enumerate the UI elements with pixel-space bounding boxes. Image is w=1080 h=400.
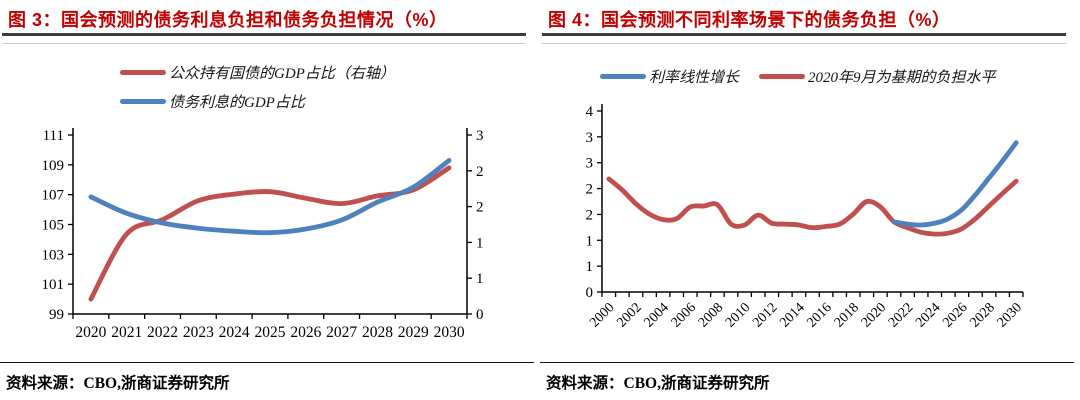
- figure-3-panel: 图 3：国会预测的债务利息负担和债务负担情况（%） 公众持有国债的GDP占比（右…: [0, 10, 534, 392]
- figure-3-legend: 公众持有国债的GDP占比（右轴） 债务利息的GDP占比: [120, 62, 395, 120]
- svg-text:2021: 2021: [111, 324, 142, 341]
- legend-item: 利率线性增长: [600, 66, 739, 87]
- figure-4-legend: 利率线性增长 2020年9月为基期的负担水平: [600, 66, 996, 95]
- svg-text:2030: 2030: [995, 300, 1025, 330]
- svg-text:2023: 2023: [183, 324, 214, 341]
- svg-text:2028: 2028: [362, 324, 393, 341]
- svg-text:2002: 2002: [614, 300, 644, 330]
- svg-text:2022: 2022: [886, 300, 916, 330]
- legend-label: 债务利息的GDP占比: [169, 95, 305, 111]
- svg-text:2025: 2025: [255, 324, 286, 341]
- series-line-1: [88, 158, 452, 236]
- svg-text:2026: 2026: [290, 324, 321, 341]
- source-attribution: 资料来源：CBO,浙商证券研究所: [6, 375, 230, 392]
- svg-text:2012: 2012: [750, 300, 780, 330]
- tick-marks: [68, 134, 472, 319]
- legend-line-swatch-red: [120, 70, 166, 75]
- svg-text:2006: 2006: [669, 300, 699, 330]
- svg-text:111: 111: [43, 128, 64, 144]
- svg-text:2030: 2030: [434, 324, 465, 341]
- legend-item: 2020年9月为基期的负担水平: [759, 66, 996, 87]
- svg-text:3: 3: [586, 156, 594, 172]
- svg-text:2016: 2016: [805, 300, 835, 330]
- legend-line-swatch-blue: [600, 74, 646, 79]
- svg-text:2020: 2020: [75, 324, 106, 341]
- svg-text:2008: 2008: [696, 300, 726, 330]
- svg-text:2018: 2018: [832, 300, 862, 330]
- axes: [601, 104, 1023, 293]
- svg-text:0: 0: [586, 285, 594, 301]
- x-axis-labels: 2000200220042006200820102012201420162018…: [587, 300, 1025, 330]
- series-line-0: [88, 165, 452, 302]
- svg-text:2000: 2000: [587, 300, 617, 330]
- legend-label: 利率线性增长: [649, 70, 740, 86]
- svg-text:2029: 2029: [398, 324, 429, 341]
- svg-text:2024: 2024: [913, 300, 943, 330]
- series-line-1: [891, 140, 1019, 228]
- svg-text:99: 99: [49, 307, 64, 323]
- svg-text:3: 3: [476, 128, 484, 144]
- svg-text:4: 4: [586, 104, 594, 120]
- svg-text:3: 3: [586, 130, 594, 146]
- svg-text:2: 2: [586, 207, 594, 223]
- svg-text:2024: 2024: [219, 324, 250, 341]
- legend-line-swatch-blue: [120, 99, 166, 104]
- x-axis-labels: 2020 2021 2022 2023 2024 2025 2026 2027 2028 2029…: [75, 324, 464, 341]
- legend-line-swatch-red: [759, 74, 806, 79]
- title-underline: [2, 33, 526, 36]
- svg-text:2: 2: [476, 200, 484, 216]
- axis-labels: 111 109 107 105 103 101 99 3 2 2 1 1 0: [42, 128, 484, 323]
- svg-text:1: 1: [586, 259, 594, 275]
- legend-label: 公众持有国债的GDP占比（右轴）: [169, 66, 395, 82]
- tick-marks: [597, 110, 1024, 297]
- figure-4-panel: 图 4：国会预测不同利率场景下的债务负担（%） 利率线性增长 2020年9月为基…: [540, 0, 1080, 400]
- svg-text:107: 107: [42, 188, 65, 204]
- svg-text:2004: 2004: [642, 300, 672, 330]
- source-attribution: 资料来源：CBO,浙商证券研究所: [546, 375, 770, 392]
- legend-item: 公众持有国债的GDP占比（右轴）: [120, 62, 395, 83]
- svg-text:103: 103: [42, 247, 65, 263]
- source-divider: [0, 362, 534, 363]
- svg-text:1: 1: [476, 271, 484, 287]
- svg-text:2022: 2022: [147, 324, 178, 341]
- figure-4-chart: 4 3 3 2 2 1 1 020002002200420062008201020122014…: [586, 104, 1025, 331]
- figure-4-title: 图 4：国会预测不同利率场景下的债务负担（%）: [548, 10, 951, 30]
- title-underline-light: [542, 43, 1066, 44]
- source-divider: [540, 362, 1074, 363]
- svg-text:1: 1: [586, 233, 594, 249]
- svg-text:2014: 2014: [777, 300, 807, 330]
- svg-text:2028: 2028: [967, 300, 997, 330]
- svg-text:2027: 2027: [326, 324, 357, 341]
- axes: [72, 128, 468, 315]
- svg-text:0: 0: [476, 307, 484, 323]
- series-line-0: [606, 176, 1019, 237]
- svg-text:2026: 2026: [940, 300, 970, 330]
- svg-text:2010: 2010: [723, 300, 753, 330]
- svg-text:2: 2: [476, 164, 484, 180]
- title-underline-light: [2, 43, 526, 44]
- svg-text:105: 105: [42, 218, 65, 234]
- axis-labels: 4 3 3 2 2 1 1 0: [586, 104, 594, 301]
- svg-text:109: 109: [42, 158, 65, 174]
- svg-text:2: 2: [586, 182, 594, 198]
- title-underline: [542, 33, 1066, 36]
- figure-3-title: 图 3：国会预测的债务利息负担和债务负担情况（%）: [8, 10, 448, 30]
- svg-text:1: 1: [476, 235, 484, 251]
- legend-item: 债务利息的GDP占比: [120, 91, 395, 112]
- svg-text:101: 101: [42, 277, 65, 293]
- legend-label: 2020年9月为基期的负担水平: [808, 70, 996, 86]
- svg-text:2020: 2020: [859, 300, 889, 330]
